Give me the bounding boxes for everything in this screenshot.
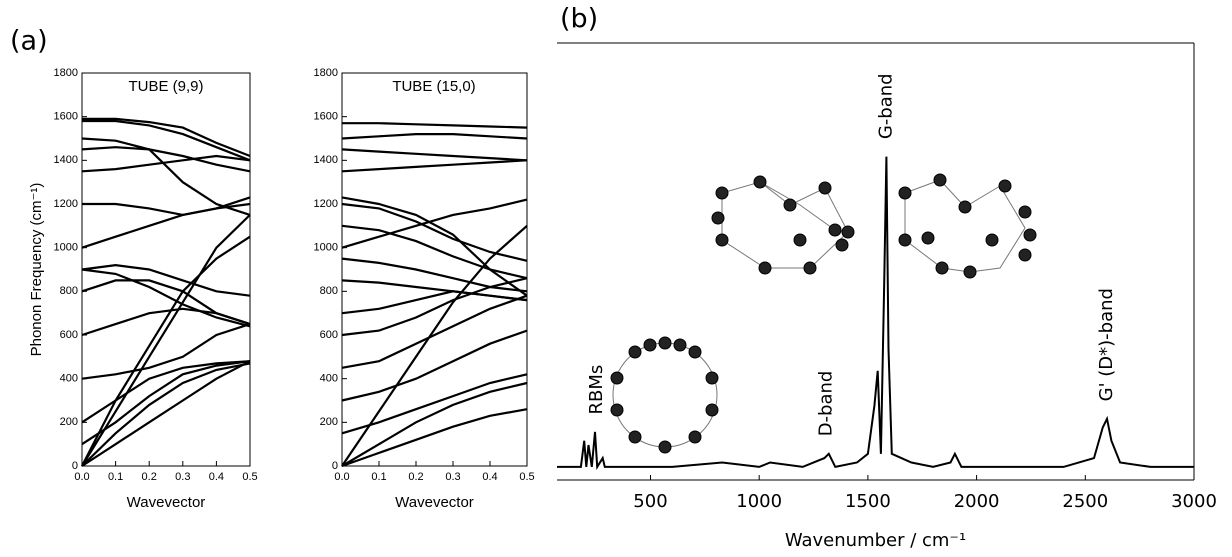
y-tick-label: 0	[332, 460, 338, 472]
data-line	[81, 137, 251, 216]
data-line	[81, 235, 251, 467]
data-line	[81, 362, 251, 467]
x-tick-label: 2000	[954, 491, 1000, 512]
plot-frame	[341, 72, 528, 467]
y-tick-label: 1000	[314, 242, 338, 254]
y-tick-label: 1400	[54, 154, 78, 166]
data-line	[341, 224, 528, 467]
data-line	[342, 122, 528, 129]
y-tick-label: 600	[60, 329, 78, 341]
data-line	[81, 146, 251, 173]
data-line	[81, 360, 251, 446]
chart-title: TUBE (9,9)	[128, 78, 203, 95]
plot-frame	[81, 72, 251, 467]
annotation: G' (D*)-band	[1096, 288, 1117, 401]
g-mode-illustration	[711, 173, 1037, 279]
y-tick-label: 1600	[54, 111, 78, 123]
y-tick-label: 200	[320, 416, 338, 428]
data-line	[81, 263, 251, 297]
chart-title: TUBE (15,0)	[392, 78, 475, 95]
data-line	[341, 202, 528, 262]
y-tick-label: 1200	[314, 198, 338, 210]
y-tick-label: 200	[60, 416, 78, 428]
data-line	[82, 119, 251, 162]
x-tick-label: 0.3	[445, 471, 460, 483]
data-line	[82, 117, 251, 158]
x-tick-label: 0.3	[175, 471, 190, 483]
x-tick-label: 500	[633, 491, 667, 512]
data-line	[341, 133, 528, 140]
y-tick-label: 0	[72, 460, 78, 472]
x-tick-label: 0.1	[371, 471, 386, 483]
x-axis-label: Wavevector	[127, 494, 206, 511]
data-line	[341, 257, 528, 293]
data-line	[81, 154, 251, 173]
x-tick-label: 0.5	[519, 471, 534, 483]
y-tick-label: 1600	[314, 111, 338, 123]
data-line	[557, 156, 1194, 471]
x-tick-label: 1500	[845, 491, 891, 512]
y-tick-label: 1200	[54, 198, 78, 210]
data-line	[341, 294, 528, 369]
x-tick-label: 0.2	[408, 471, 423, 483]
data-line	[341, 224, 528, 280]
x-tick-label: 1000	[736, 491, 782, 512]
x-tick-label: 0.0	[74, 471, 89, 483]
x-tick-label: 2500	[1062, 491, 1108, 512]
data-line	[81, 360, 251, 467]
data-line	[341, 408, 528, 468]
y-tick-label: 600	[320, 329, 338, 341]
y-tick-label: 400	[60, 373, 78, 385]
data-line	[341, 373, 528, 435]
x-tick-label: 3000	[1171, 491, 1217, 512]
x-tick-label: 0.4	[482, 471, 497, 483]
data-line	[341, 148, 528, 162]
data-line	[81, 323, 251, 380]
y-tick-label: 800	[320, 285, 338, 297]
data-line	[341, 381, 528, 467]
y-tick-label: 1800	[314, 67, 338, 79]
x-tick-label: 0.2	[142, 471, 157, 483]
data-line	[341, 329, 528, 402]
data-line	[81, 360, 251, 424]
x-axis-label: Wavevector	[395, 494, 474, 511]
data-line	[81, 268, 251, 328]
data-line	[341, 198, 528, 249]
x-axis-label: Wavenumber / cm⁻¹	[785, 530, 966, 551]
x-tick-label: 0.5	[242, 471, 257, 483]
panel-label: (b)	[560, 4, 598, 35]
y-tick-label: 1400	[314, 154, 338, 166]
y-tick-label: 400	[320, 373, 338, 385]
x-tick-label: 0.0	[334, 471, 349, 483]
annotation: G-band	[875, 73, 896, 139]
x-tick-label: 0.1	[108, 471, 123, 483]
data-line	[341, 279, 528, 302]
y-axis-label: Phonon Frequency (cm⁻¹)	[28, 183, 45, 357]
y-tick-label: 1800	[54, 67, 78, 79]
x-tick-label: 0.4	[209, 471, 224, 483]
annotation: D-band	[816, 371, 837, 437]
annotation: RBMs	[586, 365, 607, 415]
data-line	[341, 196, 528, 297]
panel-label: (a)	[10, 26, 48, 57]
data-line	[81, 214, 251, 467]
y-tick-label: 800	[60, 285, 78, 297]
data-line	[341, 277, 528, 337]
y-tick-label: 1000	[54, 242, 78, 254]
ring-illustration	[610, 336, 719, 454]
data-line	[81, 279, 251, 326]
data-line	[341, 159, 528, 173]
